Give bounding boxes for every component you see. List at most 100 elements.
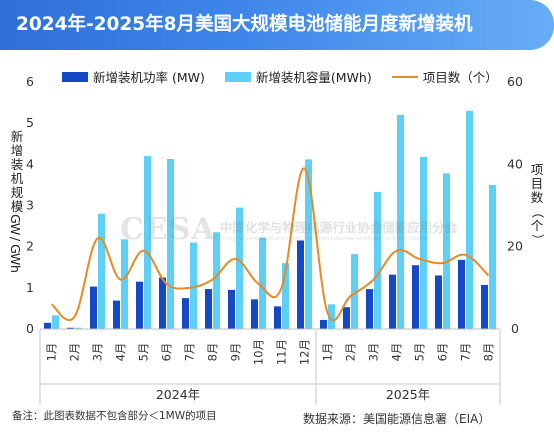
category-label: 12月 [298,339,312,365]
category-label: 6月 [160,343,174,362]
category-label: 7月 [183,343,197,362]
bar-capacity [259,237,266,329]
right-tick-label: 40 [507,156,523,171]
watermark-en: Energy Storage Application Branch of Chi… [219,236,429,242]
category-label: 2月 [68,343,82,362]
legend-swatch-power [62,71,88,82]
bar-capacity [351,254,358,329]
category-label: 5月 [413,343,427,362]
bar-power [343,307,350,329]
bar-capacity [282,263,289,329]
bar-power [205,289,212,329]
bar-power [366,289,373,329]
bar-power [458,259,465,329]
bar-capacity [397,114,404,329]
category-label: 8月 [482,343,496,362]
legend-swatch-capacity [224,71,251,82]
bar-power [389,274,396,329]
watermark-text: 中国化学与物理电源行业协会储能应用分会 Energy Storage Appli… [220,217,458,242]
left-tick-label: 2 [26,239,34,254]
watermark-logo: CESA [120,212,216,247]
watermark: CESA 中国化学与物理电源行业协会储能应用分会 Energy Storage … [120,212,457,247]
axis-label-char: 个 [530,218,544,233]
bar-capacity [236,207,243,329]
bar-power [44,322,51,329]
category-label: 1月 [321,343,335,362]
bar-capacity [443,173,450,329]
bar-capacity [466,110,473,329]
bar-capacity [420,156,427,329]
bar-capacity [190,242,197,329]
bar-power [297,240,304,329]
group-label: 2024年 [156,387,200,402]
bar-capacity [75,327,82,329]
axis-label-char: 机 [10,171,24,186]
watermark-cn: 中国化学与物理电源行业协会储能应用分会 [219,220,458,235]
bar-power [67,327,74,329]
axis-label-char: 模 [10,199,24,214]
category-label: 3月 [91,343,105,362]
category-label: 2月 [344,343,358,362]
bar-capacity [52,315,59,329]
right-tick-label: 20 [507,239,523,254]
bar-capacity [328,304,335,329]
axis-label-char: （ [530,205,545,219]
legend-label-capacity: 新增装机容量(MWh) [255,70,372,85]
bar-power [251,299,258,329]
bar-power [113,300,120,329]
category-label: 6月 [436,343,450,362]
bar-capacity [489,184,496,329]
data-source: 数据来源：美国能源信息署（EIA） [303,412,491,426]
bar-power [159,277,166,329]
bar-power [435,275,442,329]
line-projects [50,167,490,322]
legend-label-projects: 项目数（个） [422,70,498,85]
bar-capacity [305,159,312,329]
bar-power [274,306,281,329]
legend-swatch-projects [391,75,418,78]
category-label: 7月 [459,343,473,362]
category-label: 4月 [390,343,404,362]
category-label: 11月 [275,339,289,365]
title-banner: 2024年-2025年8月美国大规模电池储能月度新增装机 [0,0,554,50]
chart-title: 2024年-2025年8月美国大规模电池储能月度新增装机 [16,14,473,35]
bar-power [90,286,97,329]
bar-power [136,281,143,329]
bar-power [228,289,235,329]
left-tick-label: 6 [26,74,34,89]
legend: 新增装机功率 (MW) 新增装机容量(MWh) 项目数（个） [62,67,518,86]
category-label: 1月 [45,343,59,362]
axis-label-char: 项 [530,162,544,177]
bar-power [320,319,327,329]
bar-capacity [213,232,220,329]
left-tick-label: 3 [26,198,34,213]
category-label: 9月 [229,343,243,362]
category-label: 5月 [137,343,151,362]
category-label: 4月 [114,343,128,362]
group-label: 2025年 [386,387,430,402]
category-label: 10月 [252,339,266,365]
axis-label-char: 目 [530,176,544,191]
right-tick-label: 0 [511,321,519,336]
left-tick-label: 1 [26,280,34,295]
bar-capacity [374,191,381,329]
category-label: 8月 [206,343,220,362]
legend-item-power: 新增装机功率 (MW) [62,67,205,86]
axis-label-char: 装 [10,157,24,172]
axis-label-char: 新 [10,129,24,144]
legend-item-projects: 项目数（个） [391,67,498,86]
axis-label-char: h [8,265,23,273]
bar-power [412,265,419,329]
bar-capacity [98,213,105,329]
axis-label-char: 规 [10,185,24,200]
axis-label-char: 数 [530,190,544,205]
left-tick-label: 0 [26,321,34,336]
axis-label-char: ） [530,233,545,247]
bar-capacity [121,239,128,329]
bar-power [182,298,189,329]
bar-capacity [144,156,151,329]
bar-power [481,284,488,329]
axis-label-char: 增 [10,143,24,158]
